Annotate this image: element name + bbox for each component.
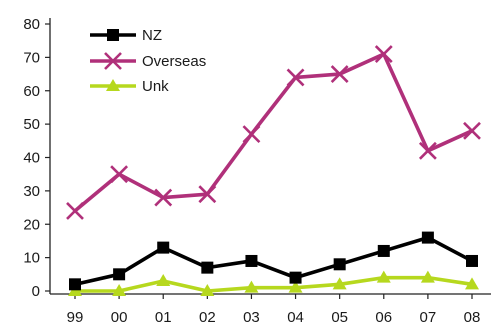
series-line-nz [74,235,473,287]
data-point-overseas [330,65,349,83]
y-tick-label: 70 [23,49,40,66]
x-tick-label: 01 [155,309,172,326]
data-point-unk [376,270,391,283]
legend-marker [107,29,119,41]
legend-label: Overseas [142,53,206,70]
series-line-unk [75,275,473,293]
data-point-nz [245,254,258,267]
data-point-overseas [66,201,84,220]
data-point-nz [113,268,126,281]
data-point-nz [157,241,170,254]
y-tick-label: 50 [23,116,40,133]
legend-marker [106,79,120,91]
series-unk [68,270,479,296]
data-point-overseas [154,188,173,207]
data-point-overseas [198,185,217,204]
legend-label: NZ [142,27,162,44]
data-point-overseas [463,121,481,140]
axes: 0 10 20 30 40 50 60 70 80 99 00 01 02 03 04 05 06 07 08 [23,16,491,326]
y-tick-label: 40 [23,150,40,167]
data-point-unk [420,270,435,283]
series-line-overseas [73,52,473,213]
x-tick-label: 02 [199,309,216,326]
data-point-unk [112,284,127,296]
y-tick-label: 60 [23,83,40,100]
data-point-overseas [374,45,393,63]
data-point-overseas [242,125,261,144]
legend-item-unk: Unk [90,78,169,95]
legend-item-nz: NZ [90,27,162,44]
legend: NZ Overseas Unk [90,27,206,95]
legend-item-overseas: Overseas [90,52,206,70]
y-tick-label: 30 [23,183,40,200]
series-overseas [66,45,481,220]
data-point-overseas [110,165,129,184]
x-tick-label: 00 [111,309,128,326]
data-point-nz [466,254,478,267]
x-tick-label: 03 [243,309,260,326]
legend-marker [104,52,122,70]
data-point-unk [332,277,347,290]
data-point-nz [201,261,214,274]
x-tick-label: 08 [464,309,481,326]
data-point-unk [200,284,215,296]
legend-label: Unk [142,78,169,95]
series-nz [69,231,478,291]
x-tick-label: 07 [420,309,437,326]
data-point-nz [377,244,390,257]
y-tick-label: 0 [32,283,40,300]
series-lines [66,45,481,296]
data-point-nz [69,278,81,291]
y-tick-label: 20 [23,216,40,233]
data-point-unk [465,277,479,290]
data-point-nz [421,231,434,244]
x-tick-label: 05 [331,309,348,326]
data-point-unk [244,280,259,293]
data-point-unk [156,273,171,286]
y-tick-label: 80 [23,16,40,33]
data-point-overseas [418,141,437,160]
x-tick-label: 99 [67,309,84,326]
x-tick-label: 06 [375,309,392,326]
y-tick-label: 10 [23,250,40,267]
x-tick-label: 04 [287,309,304,326]
data-point-unk [288,280,303,293]
data-point-nz [289,271,302,284]
data-point-overseas [286,68,305,87]
data-point-nz [333,258,346,271]
